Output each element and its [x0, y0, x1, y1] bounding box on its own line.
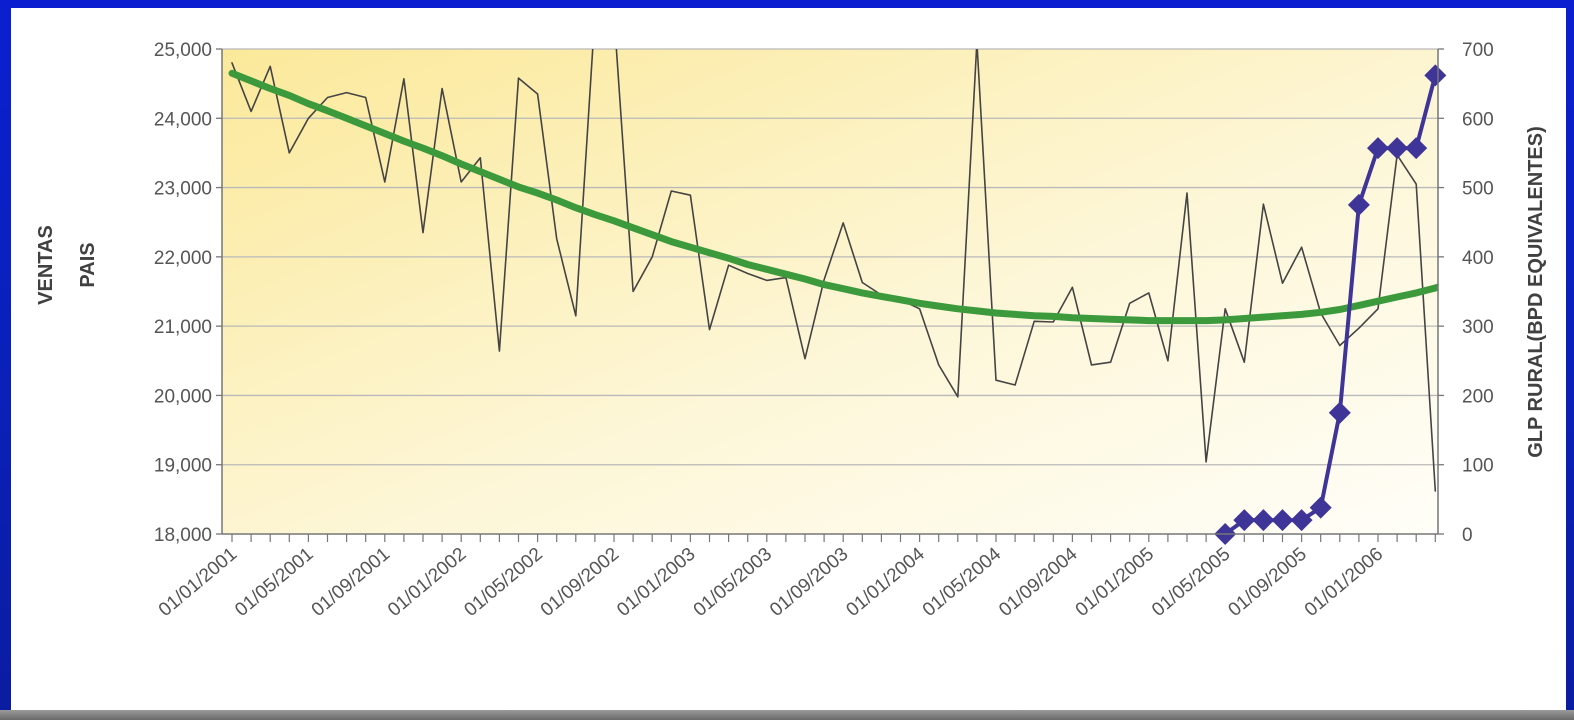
series-line-ventas [231, 49, 1437, 492]
x-tick-label: 01/05/2003 [690, 544, 776, 621]
x-tick-label: 01/05/2001 [231, 544, 317, 621]
x-tick-label: 01/01/2002 [384, 544, 470, 621]
plot-area [222, 49, 1438, 534]
x-tick-label: 01/05/2004 [919, 543, 1006, 620]
y-left-tick-label: 23,000 [154, 179, 212, 200]
x-tick-label: 01/05/2005 [1148, 544, 1234, 621]
axes [216, 48, 1444, 535]
data-point-glp-rural [1309, 496, 1332, 519]
y-right-tick-label: 600 [1462, 109, 1494, 130]
y-left-tick-label: 19,000 [154, 456, 212, 477]
x-tick-label: 01/01/2001 [155, 544, 241, 621]
slide-bottom-bar [0, 710, 1574, 720]
series-layer [228, 49, 1438, 492]
data-point-glp-rural [1271, 509, 1294, 532]
y-right-tick-label: 0 [1462, 525, 1473, 546]
y-left-tick-label: 24,000 [154, 109, 212, 130]
y-right-tick-label: 100 [1462, 456, 1494, 477]
y-right-tick-label: 300 [1462, 317, 1494, 338]
y-left-tick-label: 25,000 [154, 40, 212, 61]
x-tick-label: 01/01/2003 [613, 544, 699, 621]
data-point-glp-rural [1386, 137, 1409, 160]
y-left-tick-label: 22,000 [154, 248, 212, 269]
x-axis-ticks [231, 534, 1436, 542]
data-point-glp-rural [1367, 137, 1389, 160]
x-tick-label: 01/09/2002 [537, 544, 623, 621]
y-right-tick-label: 500 [1462, 179, 1494, 200]
y-left-tick-label: 21,000 [154, 317, 212, 338]
y-right-tick-label: 400 [1462, 248, 1494, 269]
marker-layer [1214, 64, 1447, 545]
y-right-tick-label: 200 [1462, 386, 1494, 407]
series-line-trend [228, 69, 1438, 325]
x-tick-label: 01/09/2004 [995, 543, 1082, 620]
y-left-axis-title-line2: PAIS [77, 242, 99, 287]
x-tick-label: 01/09/2005 [1224, 544, 1310, 621]
y-right-tick-label: 700 [1462, 40, 1494, 61]
y-left-tick-label: 18,000 [154, 525, 212, 546]
y-right-axis-title: GLP RURAL(BPD EQUIVALENTES) [1525, 126, 1547, 458]
x-tick-label: 01/05/2002 [460, 544, 546, 621]
data-point-glp-rural [1233, 509, 1256, 532]
y-left-axis-title-line1: VENTAS [35, 225, 57, 305]
data-point-glp-rural [1405, 137, 1428, 160]
x-tick-label: 01/01/2005 [1072, 544, 1158, 621]
x-tick-label: 01/09/2001 [308, 544, 394, 621]
data-point-glp-rural [1424, 64, 1447, 87]
x-tick-label: 01/01/2004 [842, 543, 929, 620]
gridlines [222, 48, 1438, 466]
y-left-tick-label: 20,000 [154, 386, 212, 407]
data-point-glp-rural [1252, 509, 1275, 532]
x-tick-label: 01/01/2006 [1301, 544, 1387, 621]
data-point-glp-rural [1347, 193, 1370, 216]
data-point-glp-rural [1328, 401, 1351, 424]
data-point-glp-rural [1290, 509, 1313, 532]
x-tick-label: 01/09/2003 [766, 544, 852, 621]
